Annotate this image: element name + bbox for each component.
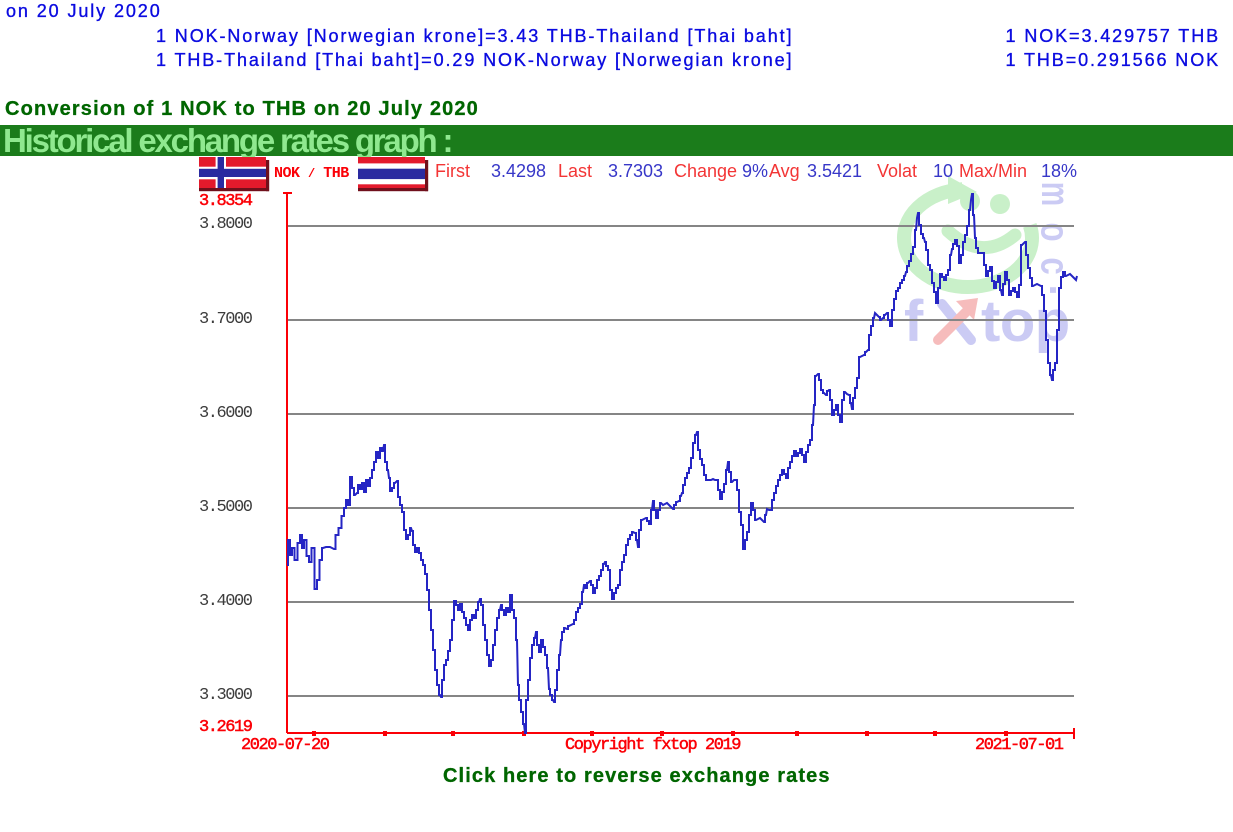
svg-text:c: c [1033,257,1078,274]
svg-text:o: o [1033,222,1078,241]
svg-text:.: . [1041,284,1085,295]
svg-text:f: f [904,289,924,354]
svg-text:top: top [981,289,1070,354]
svg-text:m: m [1033,182,1077,206]
